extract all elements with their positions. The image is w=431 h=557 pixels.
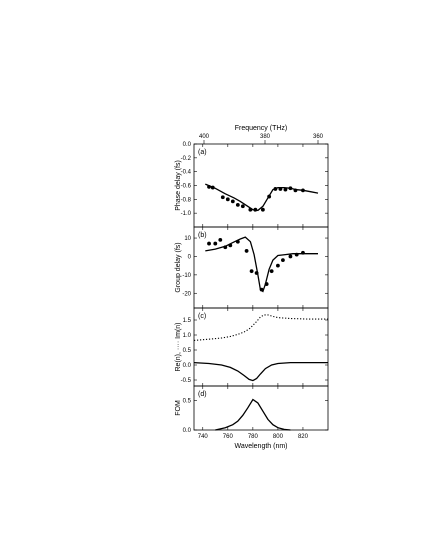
data-point [260,207,265,212]
y-tick-label: -1.0 [181,211,192,217]
data-point [293,188,298,193]
panel-label: (b) [198,232,207,239]
data-point [301,188,305,193]
x-tick-label: 800 [273,434,284,440]
data-point [276,263,280,268]
panel-frame [193,143,329,228]
x-tick-label: 740 [198,434,209,440]
data-point [230,199,235,204]
data-point [253,207,258,212]
data-point [210,185,215,190]
data-point [248,207,253,212]
data-point [264,282,269,286]
data-point [267,194,272,199]
y-tick-label: 1.0 [183,333,192,339]
y-axis-label: Group delay (fs) [175,242,182,292]
data-point [223,245,228,250]
y-tick-label: -20 [182,291,191,297]
y-tick-label: 0.0 [183,142,192,148]
data-point [249,269,254,274]
data-point [288,254,293,259]
y-axis-label: FOM [175,400,182,416]
y-tick-label: 0.0 [183,428,192,434]
y-tick-label: 0 [188,254,192,260]
data-point [269,269,274,274]
x-tick-label: 780 [248,434,259,440]
y-axis-label: Phase delay (fs) [175,160,182,211]
y-tick-label: 0.5 [183,399,192,405]
panel-frame [193,385,329,431]
y-tick-label: 0.0 [183,363,192,369]
data-point [278,187,283,191]
data-point [225,197,230,202]
y-tick-label: 10 [184,236,191,242]
top-x-axis-label: Frequency (THz) [235,125,288,132]
data-point [254,271,259,275]
y-tick-label: 0.5 [183,348,192,354]
data-point [240,204,245,209]
data-point [301,250,305,255]
y-axis-label: Re(n), ···· Im(n) [175,323,182,372]
y-tick-label: 1.5 [183,318,192,324]
data-point [259,287,264,292]
data-point [281,258,285,263]
top-x-tick-label: 380 [260,134,271,140]
data-point [288,186,293,191]
solid-series-line [205,236,318,293]
panel-frame [193,226,329,309]
data-point [207,241,211,246]
panel-label: (c) [198,313,206,320]
y-tick-label: -0.6 [181,184,192,190]
solid-series-line [215,398,291,431]
x-tick-label: 820 [298,434,309,440]
y-tick-label: -0.8 [181,197,192,203]
solid-series-line [205,183,319,212]
dotted-series-line [193,314,328,341]
data-point [244,249,249,253]
y-tick-label: -0.2 [181,156,192,162]
x-tick-label: 760 [223,434,234,440]
data-point [273,187,278,191]
data-point [235,202,240,207]
data-point [283,187,288,192]
x-axis-label: Wavelength (nm) [234,443,287,450]
data-point [213,241,218,246]
data-point [235,239,240,244]
y-tick-label: -0.4 [181,170,192,176]
panel-label: (d) [198,391,207,398]
data-point [220,195,225,200]
panel-label: (a) [198,149,207,156]
data-point [207,184,211,189]
data-point [218,237,223,242]
data-point [228,243,233,248]
y-tick-label: -10 [182,273,191,279]
top-x-tick-label: 360 [313,134,324,140]
solid-series-line [193,361,328,382]
top-x-tick-label: 400 [199,134,210,140]
y-tick-label: -0.5 [181,378,192,384]
data-point [294,252,299,257]
